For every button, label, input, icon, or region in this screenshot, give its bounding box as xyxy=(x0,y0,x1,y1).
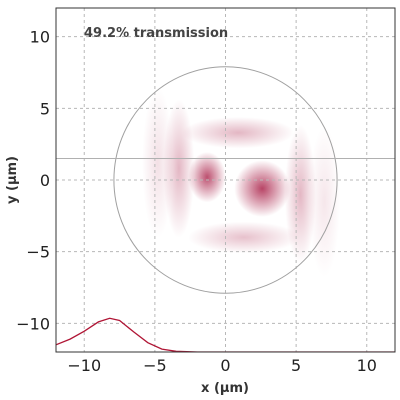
overlays xyxy=(56,66,395,352)
intensity-map xyxy=(142,87,340,278)
transmission-annotation: 49.2% transmission xyxy=(84,26,228,41)
intensity-blob-1 xyxy=(234,160,291,217)
tick-labels: −10 −5 0 5 10 −10 −5 0 5 10 xyxy=(16,28,377,375)
intensity-blob-4 xyxy=(187,221,300,254)
y-tick-label: 10 xyxy=(30,28,50,47)
x-axis-label: x (µm) xyxy=(201,381,249,396)
plot-frame xyxy=(55,7,396,353)
y-tick-label: 5 xyxy=(40,99,50,118)
x-tick-label: −5 xyxy=(143,356,167,375)
intensity-blob-5 xyxy=(284,124,316,264)
y-tick-label: 0 xyxy=(40,171,50,190)
intensity-blob-3 xyxy=(182,116,295,149)
aperture-circle xyxy=(113,66,338,294)
x-tick-label: 5 xyxy=(291,356,301,375)
intensity-blob-7 xyxy=(308,125,340,278)
grid xyxy=(56,8,395,352)
intensity-blob-0 xyxy=(188,151,226,203)
x-tick-label: 0 xyxy=(220,356,230,375)
profile-curve xyxy=(56,317,395,352)
y-tick-label: −5 xyxy=(26,243,50,262)
intensity-blob-6 xyxy=(142,87,174,239)
x-tick-label: −10 xyxy=(67,356,101,375)
x-tick-label: 10 xyxy=(357,356,377,375)
y-axis-label: y (µm) xyxy=(5,156,20,204)
y-tick-label: −10 xyxy=(16,314,50,333)
